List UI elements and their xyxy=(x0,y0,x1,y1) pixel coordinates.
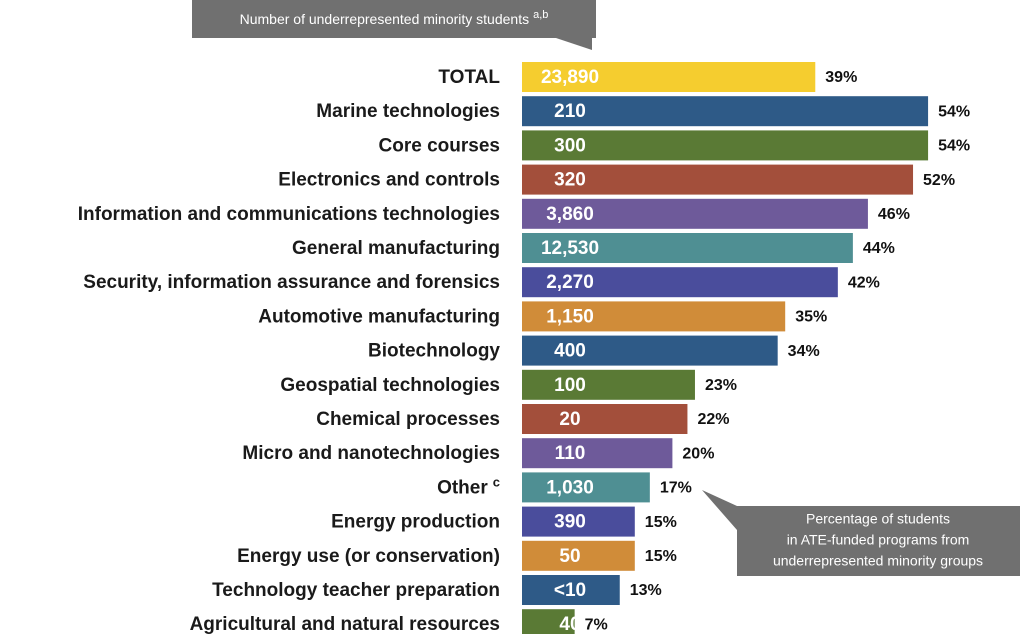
annotation: underrepresented minority groups xyxy=(773,553,983,569)
category-text: Information and communications technolog… xyxy=(78,204,500,225)
category-text: General manufacturing xyxy=(292,238,500,259)
category-label: General manufacturing xyxy=(292,238,500,259)
value-label: 42% xyxy=(848,274,880,291)
category-text: Micro and nanotechnologies xyxy=(242,443,500,464)
bar xyxy=(522,369,695,400)
category-label: Energy use (or conservation) xyxy=(237,546,500,567)
count-callout xyxy=(192,0,596,50)
count-label: 2,270 xyxy=(546,272,594,293)
bar xyxy=(522,96,929,127)
bar xyxy=(522,267,838,298)
value-label: 39% xyxy=(825,69,857,86)
callout-box xyxy=(192,0,596,38)
category-label: Micro and nanotechnologies xyxy=(242,443,500,464)
category-label: Core courses xyxy=(379,135,500,156)
category-text: Energy production xyxy=(331,512,500,533)
bar xyxy=(522,540,635,571)
value-label: 54% xyxy=(938,138,970,155)
bar xyxy=(522,233,853,263)
callout-pointer xyxy=(702,490,737,530)
category-text: TOTAL xyxy=(438,67,500,88)
callout-box xyxy=(737,506,1020,576)
count-label: 1,150 xyxy=(546,306,594,327)
category-label: Agricultural and natural resources xyxy=(190,614,500,634)
value-label: 23% xyxy=(705,377,737,394)
category-text: Marine technologies xyxy=(316,101,500,122)
value-label: 54% xyxy=(938,103,970,120)
bar xyxy=(522,404,688,434)
category-label: Security, information assurance and fore… xyxy=(83,272,500,293)
bar xyxy=(522,472,650,503)
category-text: Geospatial technologies xyxy=(280,375,500,396)
annotation-text: Number of underrepresented minority stud… xyxy=(240,11,529,27)
category-text: Security, information assurance and fore… xyxy=(83,272,500,293)
count-label: 300 xyxy=(554,135,586,156)
bar xyxy=(522,164,914,195)
bar xyxy=(522,198,868,229)
count-label: 390 xyxy=(554,512,586,533)
value-label: 7% xyxy=(585,616,608,633)
bar xyxy=(522,609,575,634)
category-label: Marine technologies xyxy=(316,101,500,122)
bar xyxy=(522,301,786,332)
count-label: 320 xyxy=(554,170,586,191)
annotation: in ATE-funded programs from xyxy=(787,532,970,548)
count-label: 400 xyxy=(554,341,586,362)
count-label: 12,530 xyxy=(541,238,599,259)
category-label: Chemical processes xyxy=(316,409,500,430)
value-label: 52% xyxy=(923,172,955,189)
bar xyxy=(522,62,816,92)
value-label: 34% xyxy=(788,343,820,360)
annotation: Percentage of students xyxy=(806,511,950,527)
category-label: Energy production xyxy=(331,512,500,533)
category-text: Automotive manufacturing xyxy=(258,306,500,327)
category-label: Automotive manufacturing xyxy=(258,306,500,327)
count-label: 110 xyxy=(555,443,586,464)
value-label: 17% xyxy=(660,480,692,497)
value-label: 15% xyxy=(645,514,677,531)
category-label: Information and communications technolog… xyxy=(78,204,500,225)
category-label: Electronics and controls xyxy=(278,170,500,191)
annotation: Number of underrepresented minority stud… xyxy=(240,9,549,27)
category-label: Biotechnology xyxy=(368,341,500,362)
value-label: 22% xyxy=(697,411,729,428)
category-text: Biotechnology xyxy=(368,341,500,362)
category-label: Geospatial technologies xyxy=(280,375,500,396)
bar xyxy=(522,575,620,605)
bar xyxy=(522,335,778,366)
count-label: 40 xyxy=(559,614,580,634)
category-label: Technology teacher preparation xyxy=(212,580,500,601)
value-label: 15% xyxy=(645,548,677,565)
annotation-sup: a,b xyxy=(533,9,548,21)
category-text: Chemical processes xyxy=(316,409,500,430)
value-label: 46% xyxy=(878,206,910,223)
count-label: 23,890 xyxy=(541,67,599,88)
count-label: 210 xyxy=(554,101,586,122)
value-label: 20% xyxy=(682,445,714,462)
count-label: 50 xyxy=(559,546,580,567)
category-label: Other c xyxy=(437,475,500,499)
count-label: <10 xyxy=(554,580,586,601)
value-label: 44% xyxy=(863,240,895,257)
category-text: Core courses xyxy=(379,135,500,156)
category-text: Electronics and controls xyxy=(278,170,500,191)
category-sup: c xyxy=(493,475,500,490)
category-label: TOTAL xyxy=(438,67,500,88)
percent-callout xyxy=(702,490,1020,576)
count-label: 3,860 xyxy=(546,204,594,225)
category-text: Agricultural and natural resources xyxy=(190,614,500,634)
category-text: Technology teacher preparation xyxy=(212,580,500,601)
count-label: 20 xyxy=(559,409,580,430)
count-label: 100 xyxy=(554,375,586,396)
bar xyxy=(522,506,635,537)
bar xyxy=(522,438,673,469)
callout-pointer xyxy=(556,38,592,50)
count-label: 1,030 xyxy=(546,477,594,498)
value-label: 35% xyxy=(795,309,827,326)
category-text: Other xyxy=(437,477,488,498)
bar xyxy=(522,130,929,161)
value-label: 13% xyxy=(630,582,662,599)
category-text: Energy use (or conservation) xyxy=(237,546,500,567)
